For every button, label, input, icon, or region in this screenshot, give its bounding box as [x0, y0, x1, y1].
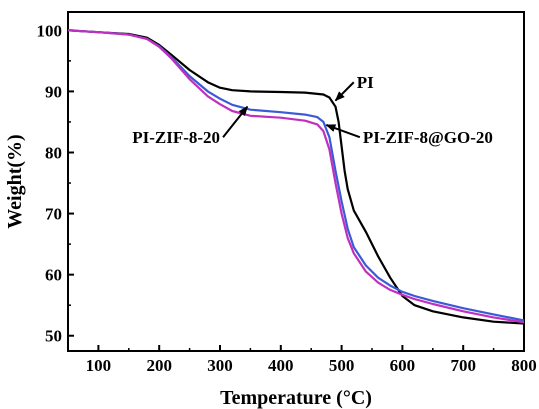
plot-frame — [67, 11, 525, 352]
y-tick-label: 70 — [45, 205, 62, 224]
y-axis-title: Weight(%) — [4, 134, 26, 228]
series-pi-zif-8-go-20-line — [67, 29, 525, 324]
y-axis-ticks: 50 60 70 80 90 100 — [37, 21, 74, 346]
x-tick-label: 100 — [86, 356, 112, 375]
annotation-pi-zif-8-20-arrow — [222, 105, 249, 138]
y-tick-label: 90 — [45, 82, 62, 101]
x-axis-title: Temperature (°C) — [220, 387, 372, 409]
data-lines — [67, 29, 525, 325]
annotation-pi-zif-8-20-label: PI-ZIF-8-20 — [132, 128, 220, 147]
y-tick-label: 50 — [45, 327, 62, 346]
series-pi-line — [67, 29, 525, 325]
x-tick-label: 300 — [207, 356, 233, 375]
x-tick-label: 700 — [450, 356, 476, 375]
y-tick-label: 60 — [45, 266, 62, 285]
annotation-pi-zif-8-go-20-arrow — [325, 124, 361, 139]
x-axis-ticks: 100 200 300 400 500 600 700 800 — [86, 345, 537, 375]
x-tick-label: 400 — [268, 356, 294, 375]
annotation-pi-zif-8-go-20-label: PI-ZIF-8@GO-20 — [363, 128, 493, 147]
annotations: PI PI-ZIF-8-20 PI-ZIF-8@GO-20 — [132, 73, 493, 147]
x-tick-label: 500 — [329, 356, 355, 375]
y-tick-label: 100 — [37, 21, 63, 40]
x-tick-label: 800 — [511, 356, 537, 375]
x-tick-label: 200 — [146, 356, 172, 375]
y-tick-label: 80 — [45, 143, 62, 162]
annotation-pi-arrow — [334, 81, 355, 102]
x-tick-label: 600 — [390, 356, 416, 375]
annotation-pi-label: PI — [357, 73, 374, 92]
series-pi-zif-8-20-line — [67, 29, 525, 322]
